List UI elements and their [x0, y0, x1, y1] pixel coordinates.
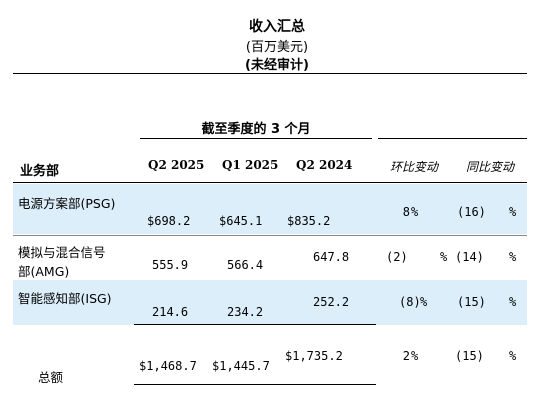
row-label-amg-line1: 模拟与混合信号 — [18, 245, 106, 260]
cell-psg-q2-2024: $835.2 — [287, 214, 331, 228]
row-label-psg: 电源方案部(PSG) — [18, 196, 116, 211]
cell-isg-yoy-pct: % — [509, 295, 517, 309]
row-band-psg — [13, 184, 527, 234]
report-title: 收入汇总 — [249, 19, 305, 35]
period-header: 截至季度的 3 个月 — [201, 122, 311, 137]
cell-psg-q2-2025: $698.2 — [147, 214, 191, 228]
cell-psg-qoq: 8 — [402, 205, 410, 219]
cell-psg-yoy: (16) — [457, 205, 486, 219]
row-label-amg-line2: 部(AMG) — [18, 264, 70, 279]
header-rule — [13, 73, 527, 74]
cell-amg-qoq-pct: % — [440, 250, 448, 264]
cell-isg-q2-2025: 214.6 — [152, 305, 189, 319]
report-subtitle: (百万美元) — [245, 40, 309, 55]
cell-amg-q1-2025: 566.4 — [227, 258, 264, 272]
total-qoq-pct: % — [411, 349, 419, 363]
cell-amg-yoy: (14) — [455, 250, 484, 264]
unaudited-note: (未经审计) — [245, 58, 309, 73]
row-divider — [13, 235, 527, 236]
column-header-rule — [13, 182, 527, 183]
total-q2-2024: $1,735.2 — [285, 349, 343, 363]
total-q1-2025: $1,445.7 — [212, 359, 270, 373]
col-q2-2025: Q2 2025 — [148, 158, 205, 172]
change-rule — [378, 138, 527, 139]
cell-isg-q2-2024: 252.2 — [313, 295, 350, 309]
cell-isg-qoq: (8) — [399, 295, 421, 309]
cell-isg-q1-2025: 234.2 — [227, 305, 264, 319]
cell-amg-qoq: (2) — [386, 250, 408, 264]
cell-psg-yoy-pct: % — [509, 205, 517, 219]
row-band-isg — [13, 280, 527, 325]
col-qoq: 环比变动 — [390, 160, 439, 174]
period-rule — [140, 138, 372, 139]
row-label-isg: 智能感知部(ISG) — [18, 291, 112, 306]
total-yoy: (15) — [455, 349, 484, 363]
total-label: 总额 — [38, 370, 64, 385]
cell-isg-qoq-pct: % — [420, 295, 428, 309]
subtotal-rule — [134, 324, 376, 325]
total-qoq: 2 — [402, 349, 410, 363]
total-rule — [134, 384, 376, 385]
cell-psg-q1-2025: $645.1 — [219, 214, 263, 228]
cell-isg-yoy: (15) — [457, 295, 486, 309]
cell-amg-q2-2024: 647.8 — [313, 250, 350, 264]
cell-amg-q2-2025: 555.9 — [152, 258, 189, 272]
total-yoy-pct: % — [509, 349, 517, 363]
col-yoy: 同比变动 — [466, 160, 515, 174]
cell-amg-yoy-pct: % — [509, 250, 517, 264]
total-q2-2025: $1,468.7 — [139, 359, 197, 373]
cell-psg-qoq-pct: % — [411, 205, 419, 219]
col-q2-2024: Q2 2024 — [296, 158, 353, 172]
col-q1-2025: Q1 2025 — [222, 158, 279, 172]
segment-header: 业务部 — [20, 164, 60, 179]
